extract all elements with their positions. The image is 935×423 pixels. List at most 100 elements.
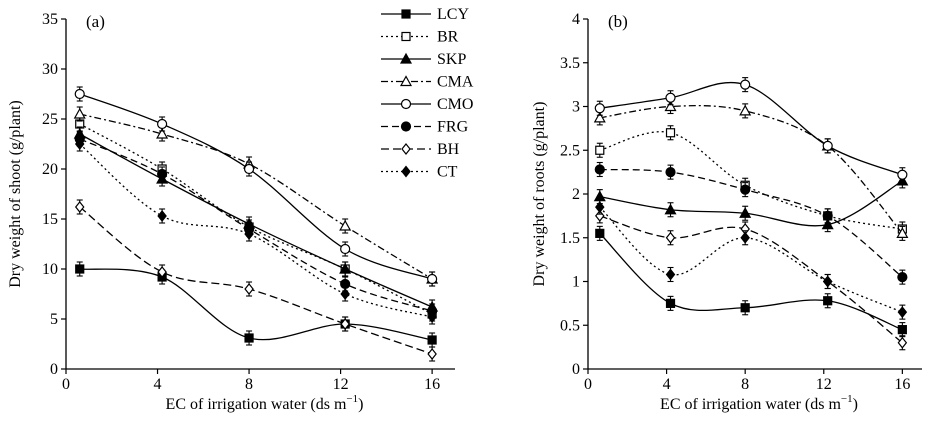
data-point xyxy=(739,104,752,116)
data-point xyxy=(595,228,605,238)
panel-label: (b) xyxy=(608,12,628,31)
data-point xyxy=(340,318,350,330)
data-point xyxy=(339,262,352,274)
y-axis-title: Dry weight of roots (g/plant) xyxy=(531,102,548,287)
series-br xyxy=(595,125,907,237)
series-line xyxy=(79,123,433,315)
data-point xyxy=(593,111,606,123)
series-cmo xyxy=(74,86,438,287)
data-point xyxy=(427,273,438,285)
legend-marker xyxy=(400,121,412,132)
x-tick-label: 16 xyxy=(424,376,440,393)
x-axis-title: EC of irrigation water (ds m−1) xyxy=(166,393,364,413)
series-skp xyxy=(593,173,909,233)
data-point xyxy=(157,168,168,180)
series-line xyxy=(79,93,433,280)
y-tick-label: 5 xyxy=(50,311,58,328)
series-line xyxy=(599,81,903,176)
series-line xyxy=(79,143,433,318)
data-point xyxy=(595,201,605,214)
data-point xyxy=(665,128,676,138)
data-point xyxy=(593,190,606,202)
data-point xyxy=(822,275,833,288)
y-tick-label: 1 xyxy=(572,274,580,291)
data-point xyxy=(427,348,437,360)
series-lcy xyxy=(75,261,437,348)
series-line xyxy=(599,206,903,313)
data-point xyxy=(897,336,908,349)
data-point xyxy=(664,203,677,215)
data-point xyxy=(157,118,168,130)
data-point xyxy=(74,88,85,100)
data-point xyxy=(823,296,833,306)
legend-item-label: FRG xyxy=(437,119,469,136)
y-tick-label: 30 xyxy=(42,61,58,78)
x-axis-title: EC of irrigation water (ds m−1) xyxy=(660,393,858,413)
series-bh xyxy=(595,208,908,351)
data-point xyxy=(594,103,605,114)
series-line xyxy=(599,168,903,278)
data-point xyxy=(665,268,676,281)
data-point xyxy=(340,243,351,255)
legend-item-label: LCY xyxy=(437,6,469,23)
x-tick-label: 16 xyxy=(894,376,910,393)
legend-marker xyxy=(401,9,411,19)
legend-marker xyxy=(400,98,412,110)
series-line xyxy=(79,268,433,341)
data-point xyxy=(821,218,834,230)
legend-marker xyxy=(399,52,413,64)
data-point xyxy=(822,210,833,221)
data-point xyxy=(665,231,676,244)
data-point xyxy=(244,283,254,295)
legend-marker xyxy=(401,143,411,155)
y-tick-label: 0 xyxy=(50,361,58,378)
series-frg xyxy=(74,131,438,319)
legend-item-label: BH xyxy=(437,141,460,158)
data-point xyxy=(427,335,437,345)
chart-panel-a: 0 5 10 15 20 25 30 35 0 4 8 12 16 EC of irrigation wa… xyxy=(7,11,455,413)
legend-marker xyxy=(399,75,413,87)
data-point xyxy=(822,140,833,151)
data-point xyxy=(157,266,167,278)
series-cmo xyxy=(594,77,908,183)
data-point xyxy=(897,169,908,180)
data-point xyxy=(664,100,677,112)
x-tick-label: 8 xyxy=(741,376,749,393)
data-point xyxy=(243,163,255,175)
legend-item-label: CMA xyxy=(437,74,474,91)
data-point xyxy=(740,184,751,195)
series-line xyxy=(79,206,433,355)
series-br xyxy=(75,116,437,322)
x-tick-label: 4 xyxy=(154,376,162,393)
legend-item-label: SKP xyxy=(437,51,466,68)
series-line xyxy=(79,138,433,312)
y-tick-label: 0.5 xyxy=(560,317,580,334)
data-point xyxy=(244,228,254,240)
data-point xyxy=(665,167,676,178)
data-point xyxy=(427,311,437,323)
series-cma xyxy=(73,106,439,287)
data-point xyxy=(740,303,750,313)
data-point xyxy=(896,227,909,238)
data-point xyxy=(75,264,85,274)
legend: LCY BR SKP CMA CMO FRG BH CT xyxy=(381,6,474,181)
data-point xyxy=(897,272,908,283)
y-tick-label: 10 xyxy=(42,261,58,278)
y-tick-label: 3.5 xyxy=(560,55,580,72)
series-skp xyxy=(73,126,439,315)
x-tick-label: 8 xyxy=(245,376,253,393)
y-tick-label: 15 xyxy=(42,211,58,228)
series-line xyxy=(599,180,903,227)
series-line xyxy=(79,113,433,280)
data-point xyxy=(340,288,350,300)
series-ct xyxy=(595,199,908,320)
legend-item-label: CT xyxy=(437,164,458,181)
data-point xyxy=(665,92,676,103)
y-axis-title: Dry weight of shoot (g/plant) xyxy=(7,100,24,288)
legend-marker xyxy=(401,31,411,42)
data-point xyxy=(74,138,85,150)
series-bh xyxy=(74,199,437,362)
series-lcy xyxy=(595,225,907,338)
data-point xyxy=(595,145,605,155)
